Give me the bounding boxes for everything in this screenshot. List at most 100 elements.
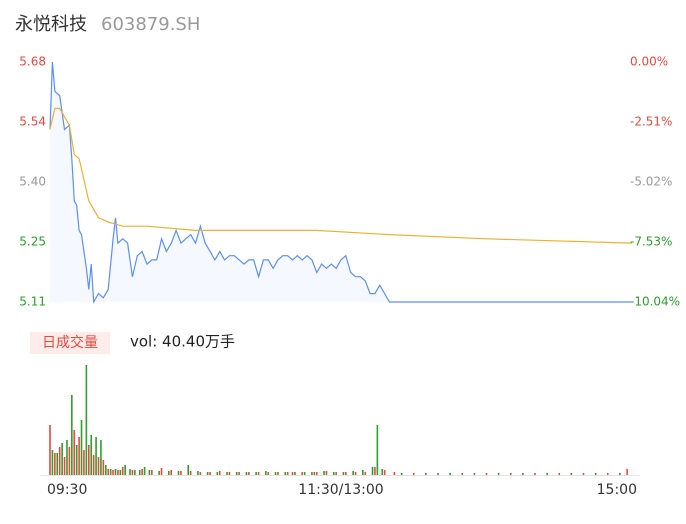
volume-bar [138,470,141,475]
volume-bar [85,365,88,475]
volume-bar [291,472,294,475]
volume-bar [374,467,376,475]
volume-bar [393,472,396,475]
volume-bar [119,470,122,475]
volume-bar [141,469,143,475]
volume-bar [177,471,180,475]
volume-bar [78,437,80,475]
volume-bar [335,472,337,475]
price-line [49,61,632,305]
volume-bar [88,445,90,475]
volume-bar [107,469,109,475]
volume-bar [75,445,78,475]
stock-code: 603879.SH [101,14,200,35]
volume-bar [83,450,85,475]
volume-bar [199,472,202,475]
volume-bar [558,473,561,475]
volume-bar [345,472,347,475]
volume-label: 日成交量 [42,334,98,351]
volume-bar [218,471,221,475]
price-area [50,62,632,302]
volume-bar [104,465,107,475]
volume-bar [274,472,277,475]
volume-bar [449,473,451,475]
volume-bar [97,457,100,475]
volume-bar [257,472,260,475]
volume-bar [228,472,231,475]
volume-bar [114,469,117,475]
volume-bar [68,447,71,475]
volume-bar [56,453,59,475]
volume-bar [594,473,597,475]
volume-bar [437,473,439,475]
volume-bar [49,425,51,475]
volume-bar [485,473,488,475]
volume-bar [473,473,476,475]
volume-bar [170,470,173,475]
volume-bar [626,469,628,475]
y-tick-label: 5.40 [19,175,46,189]
volume-bar [332,472,335,475]
volume-bar [54,453,56,475]
volume-bar [311,472,313,475]
volume-bar [71,395,73,475]
average-line [49,107,633,244]
volume-bar [284,472,287,475]
x-tick-label: 09:30 [47,482,87,498]
volume-bar [180,471,182,475]
y-tick-label: 5.68 [19,55,46,69]
volume-bar [352,471,354,475]
volume-bar [206,472,209,475]
volume-bar [160,468,163,475]
volume-bar [124,465,126,475]
volume-bar [168,471,170,475]
volume-bar [286,472,289,475]
volume-bar [129,469,131,475]
volume-bar [323,471,325,475]
volume-bar [342,472,345,475]
y-tick-label: 5.25 [19,235,46,249]
volume-bar [376,425,379,475]
volume-bar [61,443,63,475]
volume-bar [80,420,83,475]
volume-bar [400,473,403,475]
volume-bar [522,473,524,475]
y2-tick-label: -2.51% [630,115,672,129]
volume-bar [102,460,105,475]
volume-bar [148,470,151,475]
volume-bar [100,440,102,475]
volume-bar [58,447,61,475]
volume-bar [509,473,512,475]
volume-bar [209,472,211,475]
volume-bar [381,469,384,475]
volume-bar [383,470,386,475]
volume-bar [248,472,250,475]
volume-bar [546,473,548,475]
x-tick-label: 15:00 [597,482,637,498]
volume-bar [73,430,76,475]
volume-bar [189,471,192,475]
volume-bar [267,472,270,475]
x-tick-label: 11:30/13:00 [298,482,383,498]
volume-bar [371,467,374,475]
y-tick-label: 5.11 [19,295,46,309]
volume-bar [303,472,306,475]
volume-bar [425,473,427,475]
volume-bar [534,473,536,475]
volume-bar [606,473,609,475]
volume-bar [66,440,68,475]
volume-bar [226,472,228,475]
stock-name: 永悦科技 [15,14,87,35]
volume-bar [235,472,238,475]
y2-tick-label: 0.00% [630,55,668,69]
volume-bar [216,472,219,475]
volume-bar [277,472,279,475]
volume-annotation: vol: 40.40万手 [130,333,235,351]
volume-bar [143,467,146,475]
volume-bar [95,437,97,475]
volume-bar [158,471,160,475]
y2-tick-label: -10.04% [630,295,680,309]
volume-bar [117,470,119,475]
volume-bar [570,473,573,475]
